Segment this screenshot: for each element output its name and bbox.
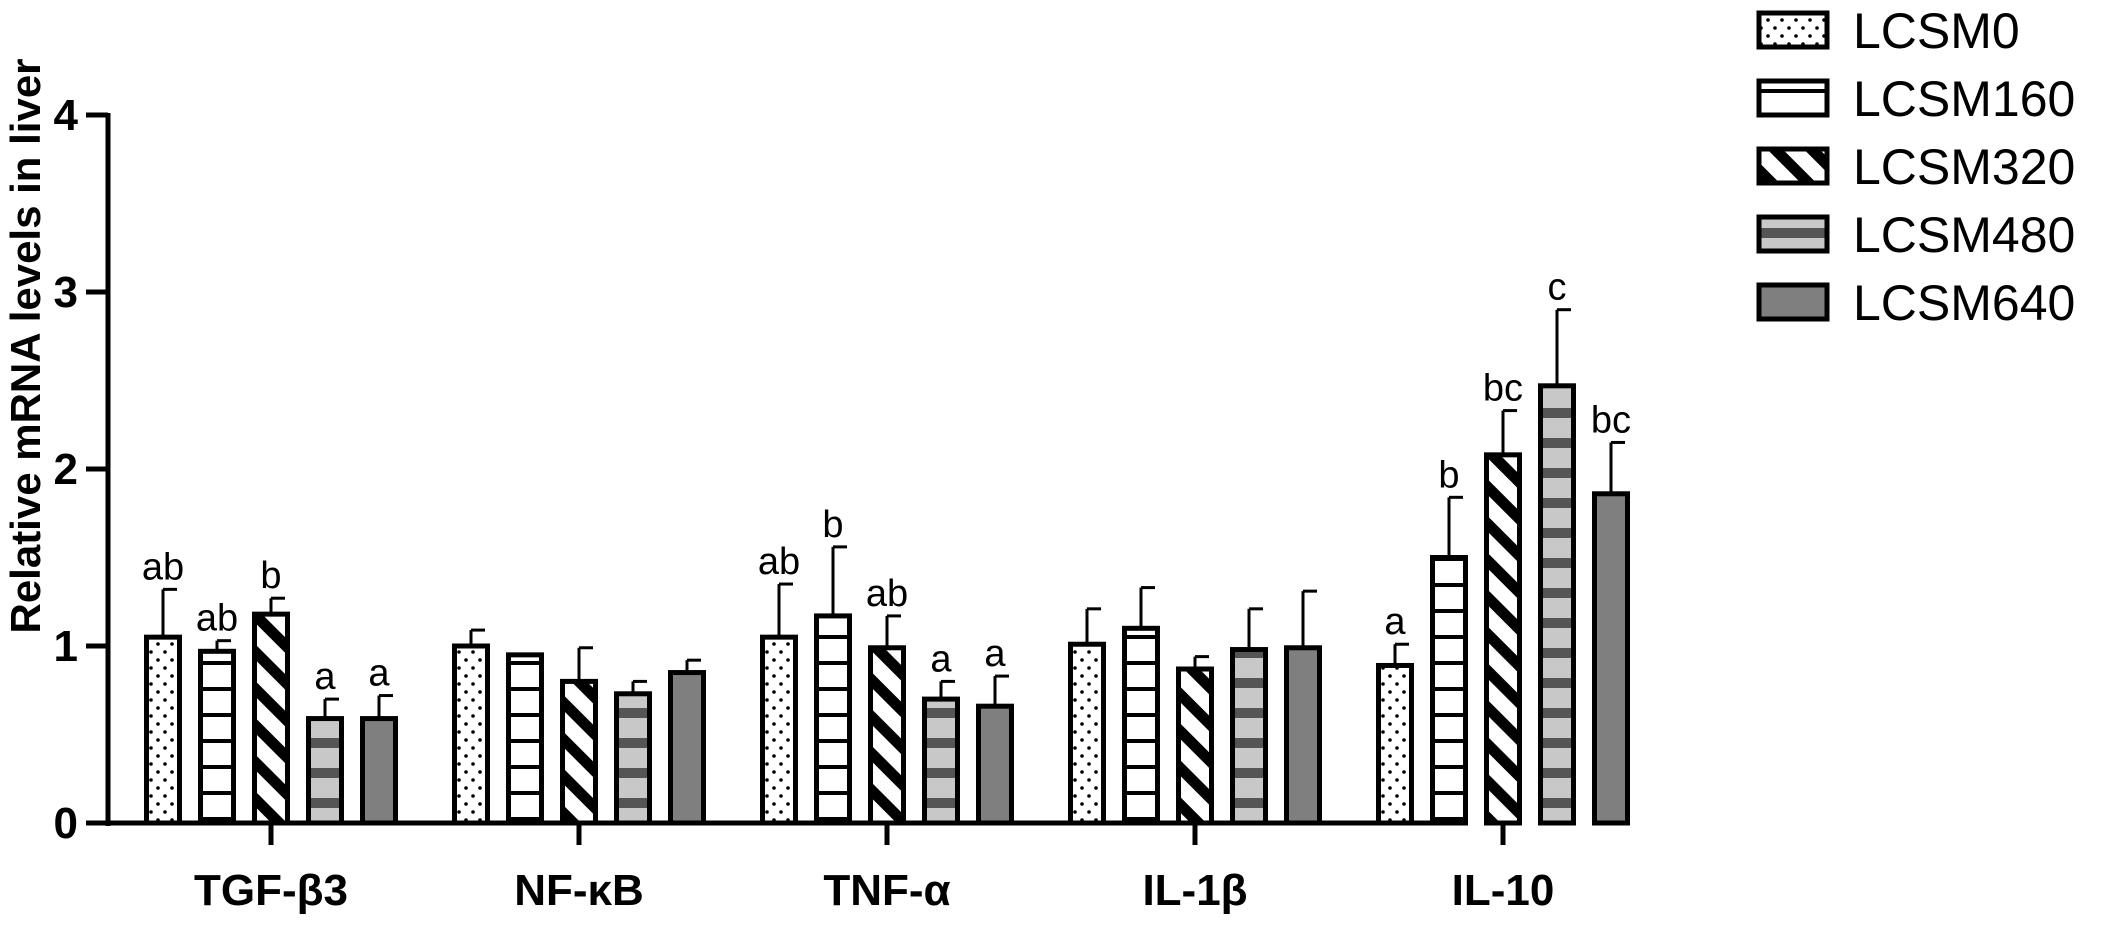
legend-swatch [1756, 214, 1830, 254]
bar [614, 691, 652, 826]
bar [306, 716, 344, 826]
bar [198, 648, 236, 826]
bar [1230, 647, 1268, 826]
significance-label: ab [142, 546, 184, 588]
bar [506, 652, 544, 826]
significance-label: ab [758, 541, 800, 583]
category-label: IL-10 [1452, 866, 1555, 915]
category-label: TNF-α [823, 866, 950, 915]
bar [560, 678, 598, 826]
significance-label: b [260, 555, 281, 597]
bar [452, 643, 490, 826]
legend-label: LCSM320 [1853, 139, 2075, 195]
legend-label: LCSM160 [1853, 71, 2075, 127]
bar [1122, 625, 1160, 826]
bar [1284, 645, 1322, 826]
bar [976, 703, 1014, 826]
significance-label: c [1548, 267, 1567, 309]
significance-label: a [984, 633, 1006, 675]
legend-swatch [1756, 78, 1830, 118]
significance-label: bc [1483, 368, 1523, 410]
bar [668, 670, 706, 826]
category-label: IL-1β [1142, 866, 1247, 915]
bar [1538, 383, 1576, 826]
bar [760, 634, 798, 826]
significance-label: ab [196, 598, 238, 640]
legend-label: LCSM480 [1853, 207, 2075, 263]
significance-label: ab [866, 573, 908, 615]
bar [1484, 452, 1522, 826]
legend-swatch [1756, 10, 1830, 50]
y-tick-label: 1 [54, 622, 78, 671]
bar [144, 634, 182, 826]
bar [1376, 662, 1414, 826]
legend-swatch [1756, 146, 1830, 186]
significance-label: a [368, 653, 390, 695]
y-tick-label: 0 [54, 799, 78, 848]
bar [360, 716, 398, 826]
significance-label: a [1384, 601, 1406, 643]
legend-swatch [1756, 282, 1830, 322]
legend-label: LCSM640 [1853, 275, 2075, 331]
y-tick-label: 3 [54, 268, 78, 317]
bar [1430, 555, 1468, 826]
bar [922, 696, 960, 826]
significance-label: a [314, 656, 336, 698]
y-axis-label: Relative mRNA levels in liver [2, 58, 49, 633]
y-tick-label: 2 [54, 445, 78, 494]
y-tick-label: 4 [54, 91, 79, 140]
category-label: TGF-β3 [194, 866, 348, 915]
significance-label: b [1438, 454, 1459, 496]
bar [814, 613, 852, 826]
bar [1592, 491, 1630, 826]
significance-label: bc [1591, 399, 1631, 441]
bar [1068, 641, 1106, 826]
significance-label: a [930, 638, 952, 680]
legend-label: LCSM0 [1853, 3, 2020, 59]
significance-label: b [822, 504, 843, 546]
bar [1176, 666, 1214, 826]
category-label: NF-κB [514, 866, 644, 915]
bar [252, 611, 290, 826]
legend: LCSM0 LCSM160 LCSM320 LCSM480 LCSM640 [1756, 3, 2075, 331]
bar [868, 645, 906, 826]
